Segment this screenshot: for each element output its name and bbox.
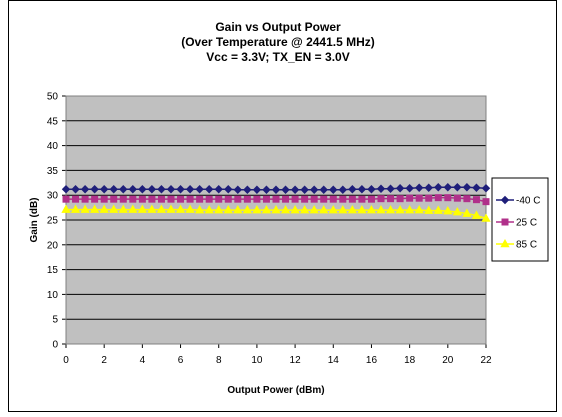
legend-label: -40 C — [516, 196, 540, 207]
data-point — [82, 196, 88, 202]
data-point — [120, 196, 126, 202]
data-point — [263, 196, 269, 202]
data-point — [454, 195, 460, 201]
data-point — [311, 196, 317, 202]
data-point — [235, 196, 241, 202]
x-tick-label: 6 — [178, 355, 184, 366]
y-axis-title: Gain (dB) — [29, 198, 40, 243]
data-point — [397, 196, 403, 202]
data-point — [445, 195, 451, 201]
legend-label: 85 C — [516, 240, 537, 251]
data-point — [340, 196, 346, 202]
data-point — [388, 196, 394, 202]
data-point — [283, 196, 289, 202]
y-tick-label: 5 — [52, 315, 58, 326]
data-point — [378, 196, 384, 202]
data-point — [359, 196, 365, 202]
x-tick-label: 8 — [216, 355, 222, 366]
x-tick-label: 18 — [404, 355, 416, 366]
y-tick-label: 30 — [47, 191, 59, 202]
x-axis-title: Output Power (dBm) — [227, 385, 324, 396]
data-point — [158, 196, 164, 202]
data-point — [483, 199, 489, 205]
x-tick-label: 0 — [63, 355, 69, 366]
y-tick-label: 15 — [47, 265, 59, 276]
data-point — [206, 196, 212, 202]
y-tick-label: 10 — [47, 290, 59, 301]
data-point — [330, 196, 336, 202]
data-point — [111, 196, 117, 202]
data-point — [321, 196, 327, 202]
x-tick-label: 4 — [140, 355, 146, 366]
x-tick-label: 20 — [442, 355, 454, 366]
data-point — [464, 196, 470, 202]
x-tick-label: 12 — [290, 355, 302, 366]
data-point — [292, 196, 298, 202]
chart-title-line-3: Vcc = 3.3V; TX_EN = 3.0V — [206, 50, 349, 64]
data-point — [187, 196, 193, 202]
legend-marker — [502, 219, 508, 225]
data-point — [473, 197, 479, 203]
data-point — [216, 196, 222, 202]
x-tick-label: 2 — [101, 355, 107, 366]
x-tick-labels: 0 2 4 6 8 10 12 14 16 18 20 22 — [63, 355, 492, 366]
data-point — [407, 195, 413, 201]
y-tick-label: 45 — [47, 116, 59, 127]
y-tick-label: 50 — [47, 92, 59, 103]
data-point — [254, 196, 260, 202]
data-point — [225, 196, 231, 202]
chart-title-line-1: Gain vs Output Power — [215, 20, 341, 34]
x-tick-label: 10 — [251, 355, 263, 366]
data-point — [101, 196, 107, 202]
y-tick-label: 25 — [47, 216, 59, 227]
chart-title: Gain vs Output Power (Over Temperature @… — [181, 20, 375, 64]
data-point — [168, 196, 174, 202]
x-tick-label: 22 — [480, 355, 492, 366]
data-point — [435, 195, 441, 201]
y-tick-labels: 0 5 10 15 20 25 30 35 40 45 50 — [47, 92, 59, 351]
data-point — [197, 196, 203, 202]
y-tick-label: 35 — [47, 166, 59, 177]
data-point — [130, 196, 136, 202]
data-point — [302, 196, 308, 202]
y-tick-label: 0 — [52, 340, 58, 351]
legend-label: 25 C — [516, 218, 537, 229]
y-tick-label: 20 — [47, 240, 59, 251]
data-point — [273, 196, 279, 202]
data-point — [178, 196, 184, 202]
data-point — [244, 196, 250, 202]
y-tick-label: 40 — [47, 141, 59, 152]
x-tick-label: 14 — [328, 355, 340, 366]
data-point — [63, 196, 69, 202]
data-point — [139, 196, 145, 202]
data-point — [149, 196, 155, 202]
data-point — [368, 196, 374, 202]
chart-title-line-2: (Over Temperature @ 2441.5 MHz) — [181, 35, 375, 49]
data-point — [92, 196, 98, 202]
data-point — [426, 195, 432, 201]
x-tick-label: 16 — [366, 355, 378, 366]
data-point — [416, 195, 422, 201]
data-point — [349, 196, 355, 202]
data-point — [73, 196, 79, 202]
